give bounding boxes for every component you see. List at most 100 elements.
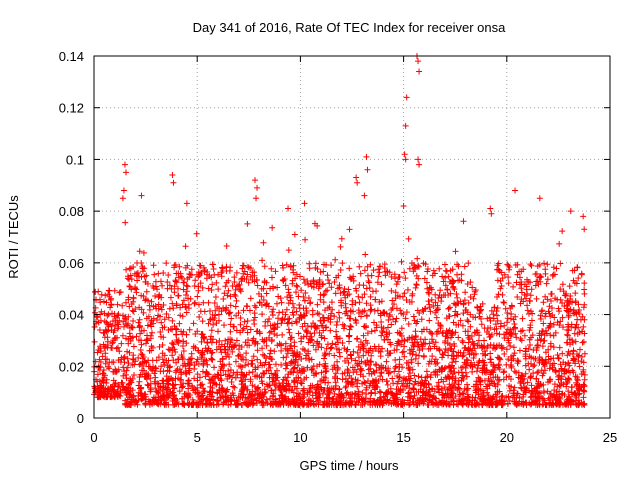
data-point — [253, 195, 260, 202]
data-point — [460, 400, 467, 407]
data-point — [187, 271, 194, 278]
data-point — [236, 351, 243, 358]
data-point — [170, 341, 177, 348]
data-point — [203, 395, 210, 402]
data-point — [455, 377, 462, 384]
data-point — [143, 359, 150, 366]
data-point — [324, 305, 331, 312]
data-point — [296, 350, 303, 357]
data-point — [105, 287, 112, 294]
data-point — [436, 398, 443, 405]
data-point — [462, 289, 469, 296]
data-point — [123, 367, 130, 374]
data-point — [317, 377, 324, 384]
data-point — [309, 311, 316, 318]
data-point — [263, 300, 270, 307]
data-point — [526, 353, 533, 360]
data-point — [215, 328, 222, 335]
data-point — [519, 372, 526, 379]
data-point — [301, 320, 308, 327]
data-point — [501, 299, 508, 306]
data-point — [408, 298, 415, 305]
data-point — [251, 302, 258, 309]
data-point — [215, 286, 222, 293]
data-point — [365, 278, 372, 285]
data-point — [283, 261, 290, 268]
data-point — [460, 390, 467, 397]
data-point — [407, 370, 414, 377]
data-point — [357, 401, 364, 408]
data-point — [424, 268, 431, 275]
data-point — [348, 398, 355, 405]
data-point — [434, 383, 441, 390]
y-tick-label: 0.14 — [59, 49, 84, 64]
data-point — [406, 384, 413, 391]
data-point — [438, 298, 445, 305]
data-point — [249, 360, 256, 367]
data-point — [439, 330, 446, 337]
data-point — [463, 373, 470, 380]
data-point — [559, 300, 566, 307]
data-point — [268, 328, 275, 335]
data-point — [249, 337, 256, 344]
data-point — [302, 290, 309, 297]
data-point — [253, 328, 260, 335]
data-point — [556, 308, 563, 315]
data-point — [460, 310, 467, 317]
data-point — [357, 270, 364, 277]
data-point — [207, 336, 214, 343]
data-point — [459, 322, 466, 329]
data-point — [188, 266, 195, 273]
data-point — [173, 302, 180, 309]
data-point — [507, 343, 514, 350]
data-point — [260, 402, 267, 409]
data-point — [548, 290, 555, 297]
data-point — [403, 309, 410, 316]
data-point — [547, 324, 554, 331]
data-point — [130, 318, 137, 325]
data-point — [166, 305, 173, 312]
data-point — [384, 396, 391, 403]
data-point — [348, 355, 355, 362]
data-point — [285, 319, 292, 326]
data-point — [91, 338, 98, 345]
data-point — [551, 381, 558, 388]
data-point — [446, 327, 453, 334]
data-point — [527, 322, 534, 329]
data-point — [138, 292, 145, 299]
data-point — [364, 166, 371, 173]
data-point — [360, 332, 367, 339]
data-point — [179, 355, 186, 362]
data-point — [299, 323, 306, 330]
data-point — [227, 302, 234, 309]
data-point — [425, 289, 432, 296]
data-point — [222, 337, 229, 344]
data-point — [124, 322, 131, 329]
data-point — [451, 340, 458, 347]
data-point — [258, 374, 265, 381]
data-point — [442, 282, 449, 289]
data-point — [520, 393, 527, 400]
data-point — [507, 305, 514, 312]
data-point — [518, 278, 525, 285]
data-point — [212, 307, 219, 314]
data-point — [339, 376, 346, 383]
data-point — [233, 312, 240, 319]
data-point — [213, 397, 220, 404]
data-point — [387, 339, 394, 346]
data-point — [111, 313, 118, 320]
data-point — [245, 279, 252, 286]
data-point — [562, 368, 569, 375]
data-point — [524, 379, 531, 386]
data-point — [392, 318, 399, 325]
data-point — [396, 373, 403, 380]
data-point — [344, 312, 351, 319]
data-point — [376, 269, 383, 276]
data-point — [394, 329, 401, 336]
data-point — [176, 263, 183, 270]
data-point — [293, 289, 300, 296]
data-point — [320, 299, 327, 306]
data-point — [164, 278, 171, 285]
data-point — [127, 265, 134, 272]
data-point — [537, 273, 544, 280]
